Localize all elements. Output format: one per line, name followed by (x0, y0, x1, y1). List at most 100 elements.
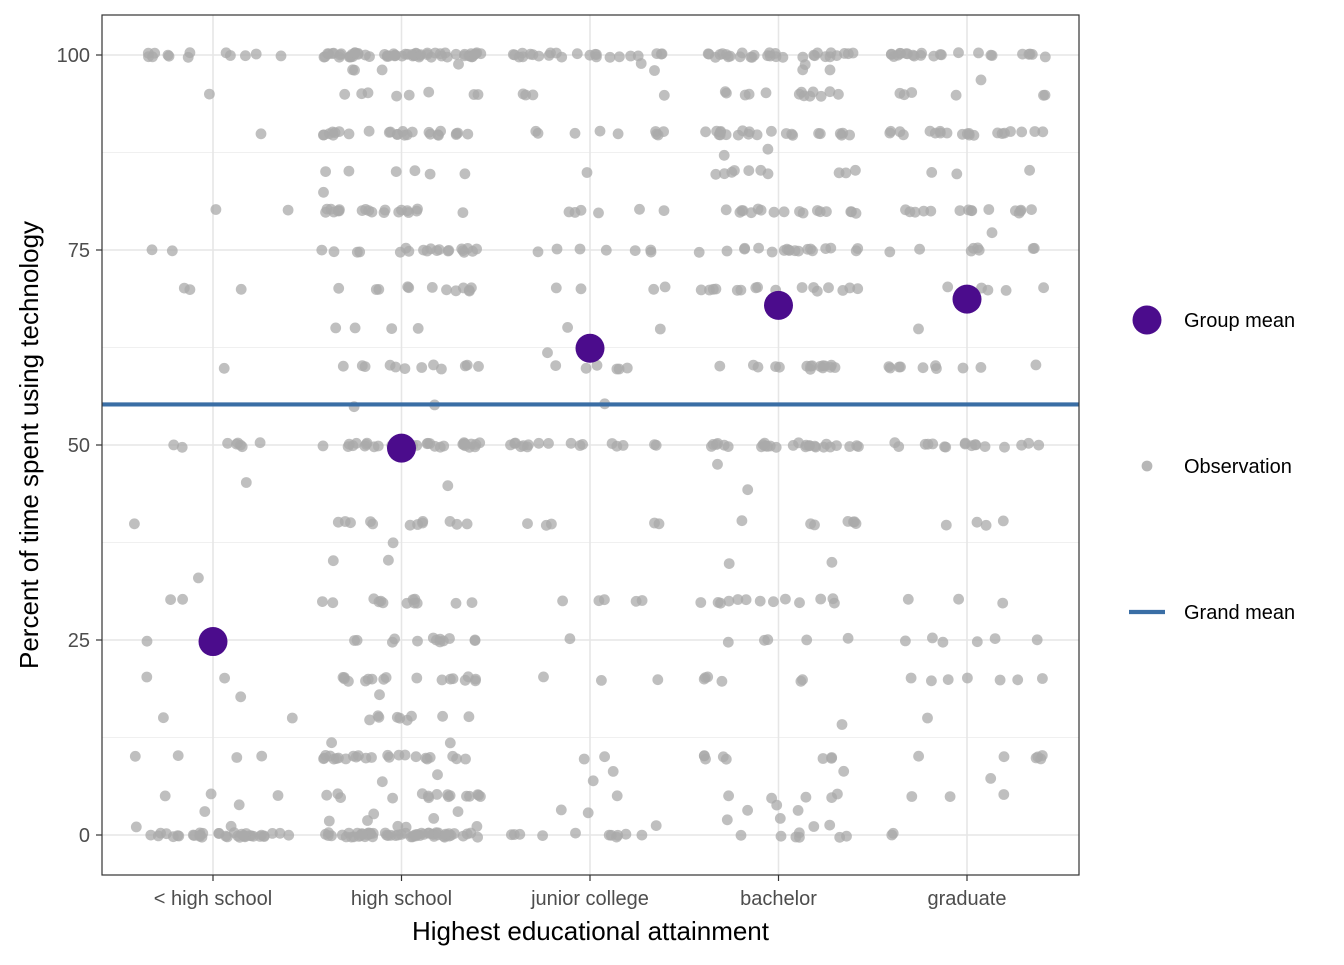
observation-point (400, 821, 412, 833)
observation-point (129, 518, 140, 530)
observation-point (423, 86, 435, 98)
observation-point (550, 47, 562, 59)
observation-point (392, 129, 403, 140)
observation-point (1024, 48, 1036, 60)
observation-point (574, 243, 586, 255)
observation-point (614, 51, 625, 63)
observation-point (886, 829, 898, 841)
observation-point (739, 243, 750, 255)
observation-point (220, 47, 232, 59)
observation-point (471, 243, 482, 255)
observation-point (471, 821, 483, 832)
observation-point (1035, 753, 1047, 765)
observation-point (383, 751, 395, 763)
observation-point (720, 204, 732, 216)
observation-point (710, 283, 722, 295)
observation-point (886, 48, 897, 60)
observation-point (379, 49, 390, 60)
observation-point (975, 362, 987, 373)
observation-point (326, 737, 337, 749)
observation-point (997, 515, 1009, 527)
observation-point (317, 596, 328, 607)
observation-point (457, 438, 469, 450)
observation-point (351, 246, 363, 258)
observation-point (844, 282, 856, 294)
observation-point (506, 829, 517, 841)
observation-point (363, 125, 375, 137)
observation-point (794, 206, 805, 217)
observation-point (655, 48, 667, 60)
observation-point (716, 675, 728, 687)
observation-point (401, 205, 413, 217)
observation-point (372, 440, 384, 452)
observation-point (362, 87, 374, 99)
observation-point (732, 594, 744, 605)
observation-point (755, 164, 767, 176)
observation-point (168, 439, 180, 451)
observation-point (321, 789, 333, 801)
observation-point (551, 243, 563, 255)
observation-points (129, 47, 1051, 843)
observation-point (453, 58, 464, 70)
observation-point (760, 87, 772, 99)
observation-point (986, 50, 998, 61)
observation-point (746, 51, 758, 63)
observation-point (796, 282, 808, 293)
observation-point (898, 129, 909, 141)
observation-point (753, 242, 764, 254)
observation-point (432, 769, 443, 781)
observation-point (721, 245, 733, 257)
observation-point (792, 805, 804, 816)
observation-point (505, 439, 516, 451)
observation-point (953, 47, 964, 59)
observation-point (950, 89, 962, 101)
observation-point (815, 593, 827, 605)
observation-point (714, 360, 726, 372)
observation-point (332, 516, 344, 528)
observation-point (893, 361, 905, 373)
y-tick-label: 75 (68, 240, 90, 262)
observation-point (777, 51, 789, 63)
observation-point (982, 284, 994, 296)
observation-point (823, 282, 834, 294)
observation-point (390, 361, 401, 373)
observation-point (470, 675, 481, 687)
observation-point (600, 244, 612, 256)
observation-point (426, 282, 438, 293)
observation-point (736, 515, 748, 527)
observation-point (1037, 673, 1048, 684)
observation-point (754, 595, 766, 607)
observation-point (700, 126, 711, 138)
observation-point (1031, 634, 1043, 646)
observation-point (980, 519, 992, 531)
observation-point (926, 675, 937, 687)
observation-point (461, 828, 473, 840)
observation-point (337, 360, 349, 372)
observation-point (743, 165, 755, 177)
observation-point (401, 597, 413, 609)
observation-point (698, 673, 710, 685)
observation-point (317, 440, 329, 452)
observation-point (937, 636, 949, 648)
legend-label: Group mean (1184, 310, 1295, 332)
observation-point (359, 361, 371, 372)
observation-point (410, 751, 422, 763)
observation-point (852, 283, 864, 295)
observation-point (401, 129, 413, 141)
observation-point (787, 129, 799, 141)
observation-point (721, 814, 733, 826)
observation-point (780, 593, 791, 605)
y-tick-label: 25 (68, 630, 90, 652)
observation-point (193, 572, 204, 584)
observation-point (599, 751, 610, 763)
observation-point (962, 672, 973, 684)
observation-point (743, 88, 755, 100)
observation-point (442, 789, 453, 801)
observation-point (444, 516, 456, 527)
observation-point (809, 440, 821, 452)
y-tick-label: 100 (57, 45, 90, 67)
observation-point (762, 634, 774, 646)
observation-point (594, 125, 606, 137)
observation-point (983, 204, 995, 215)
observation-point (443, 828, 455, 839)
